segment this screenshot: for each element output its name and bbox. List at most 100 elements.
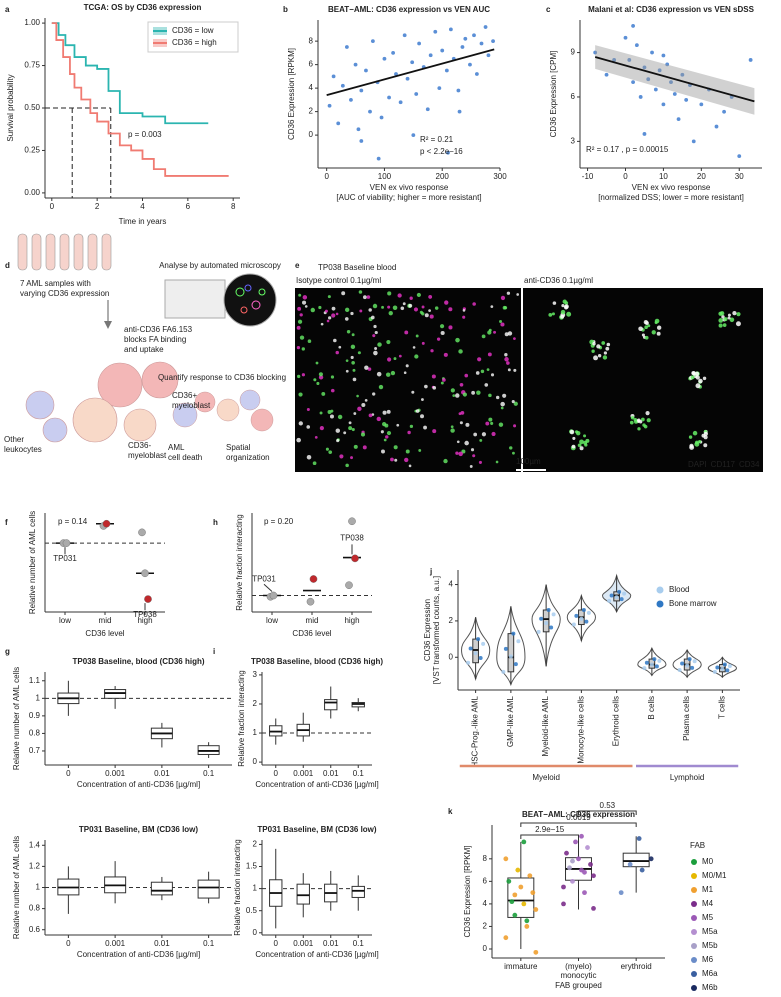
cell bbox=[475, 371, 480, 375]
cell bbox=[301, 347, 305, 351]
cell bbox=[327, 295, 331, 299]
box bbox=[472, 638, 479, 664]
point bbox=[582, 869, 587, 875]
cell bbox=[423, 425, 427, 430]
cell bbox=[429, 314, 434, 319]
cell bbox=[394, 458, 398, 462]
cell bbox=[313, 378, 317, 382]
cell bbox=[513, 424, 517, 428]
cell bbox=[564, 304, 569, 309]
cell bbox=[380, 449, 385, 454]
cell bbox=[583, 434, 587, 438]
point-decor bbox=[642, 666, 647, 671]
y-axis-label: CD36 Expression [RPKM] bbox=[287, 48, 296, 140]
legend-key bbox=[691, 859, 697, 865]
cell bbox=[418, 449, 422, 452]
cell bbox=[644, 335, 649, 340]
x-axis-label: Concentration of anti-CD36 [µg/ml] bbox=[255, 780, 378, 789]
y-tick-label: 1 bbox=[253, 884, 258, 893]
point bbox=[398, 100, 403, 105]
cell bbox=[512, 451, 515, 455]
cell bbox=[579, 446, 584, 451]
point bbox=[657, 68, 662, 73]
cell bbox=[478, 460, 482, 464]
cell bbox=[638, 420, 643, 424]
y-tick-label: 6 bbox=[571, 92, 576, 101]
cell bbox=[362, 295, 367, 300]
point bbox=[394, 72, 398, 76]
y-tick-label: 0 bbox=[253, 757, 258, 766]
point-decor bbox=[607, 598, 612, 603]
x-tick-label: B cells bbox=[647, 696, 656, 720]
point bbox=[349, 97, 353, 102]
cell bbox=[500, 406, 504, 410]
y-tick-label: 2 bbox=[483, 922, 488, 931]
point-decor bbox=[511, 631, 516, 636]
point bbox=[661, 53, 666, 58]
point-decor bbox=[692, 659, 697, 664]
cell bbox=[339, 454, 344, 459]
cell bbox=[577, 443, 582, 448]
point-decor bbox=[574, 613, 579, 618]
cell bbox=[297, 306, 302, 311]
cell bbox=[516, 293, 520, 296]
cell bbox=[476, 390, 481, 395]
annotation: p = 0.14 bbox=[58, 517, 88, 526]
cell bbox=[579, 439, 584, 445]
point bbox=[138, 528, 146, 537]
cell bbox=[727, 316, 731, 320]
cell bbox=[654, 321, 658, 325]
cell bbox=[324, 309, 328, 313]
cell bbox=[356, 394, 359, 398]
cell bbox=[431, 374, 436, 379]
cell bbox=[325, 447, 329, 451]
point bbox=[446, 150, 450, 155]
box bbox=[197, 879, 220, 899]
cell bbox=[407, 430, 411, 435]
point bbox=[353, 62, 358, 67]
point bbox=[512, 912, 518, 918]
cell bbox=[390, 370, 396, 376]
box bbox=[622, 852, 650, 868]
cell bbox=[386, 431, 392, 436]
cell bbox=[487, 352, 492, 357]
point bbox=[359, 88, 364, 93]
cell bbox=[472, 454, 476, 458]
point-decor bbox=[478, 656, 483, 660]
cell bbox=[296, 374, 301, 379]
annotation: TP031 bbox=[53, 554, 77, 563]
cell bbox=[377, 342, 382, 347]
cell bbox=[383, 438, 387, 442]
y-axis-label: CD36 Expression [CPM] bbox=[549, 51, 558, 138]
cell bbox=[338, 345, 342, 349]
y-tick-label: 1.00 bbox=[24, 18, 40, 27]
y-tick-label: 0 bbox=[483, 944, 488, 953]
y-tick-label: 1.1 bbox=[29, 676, 41, 685]
cell bbox=[416, 292, 421, 298]
y-tick-label: 0 bbox=[309, 130, 314, 139]
cell bbox=[473, 432, 478, 437]
cell bbox=[462, 309, 466, 312]
cell bbox=[367, 367, 372, 371]
cell bbox=[506, 361, 510, 365]
x-axis-label: VEN ex vivo response bbox=[370, 183, 449, 192]
cell bbox=[442, 378, 446, 382]
survival-curve bbox=[51, 22, 229, 177]
x-tick-label: -10 bbox=[582, 172, 594, 181]
cell bbox=[319, 426, 324, 431]
cell bbox=[362, 445, 367, 450]
legend-label: M6a bbox=[702, 969, 718, 978]
legend-label: CD36 = low bbox=[172, 26, 214, 35]
point bbox=[457, 109, 462, 114]
legend-label: M5 bbox=[702, 913, 714, 922]
cell bbox=[328, 450, 333, 454]
diagram-text: anti-CD36 FA6.153 bbox=[124, 325, 193, 334]
cell bbox=[310, 307, 316, 313]
cell bbox=[424, 384, 428, 389]
cell bbox=[439, 324, 445, 329]
point bbox=[414, 92, 419, 96]
cell bbox=[584, 443, 588, 447]
cell bbox=[335, 428, 341, 433]
legend-label: M1 bbox=[702, 885, 714, 894]
point bbox=[588, 862, 593, 867]
